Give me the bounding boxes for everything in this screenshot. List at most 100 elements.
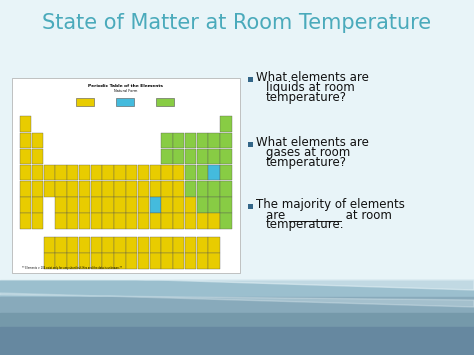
Bar xyxy=(138,213,149,229)
Bar xyxy=(79,213,90,229)
Bar xyxy=(55,181,67,197)
Bar xyxy=(197,197,208,213)
Bar xyxy=(161,181,173,197)
Bar xyxy=(114,253,126,269)
Bar xyxy=(20,132,31,148)
Bar xyxy=(79,181,90,197)
Bar xyxy=(150,237,161,253)
Bar xyxy=(32,181,43,197)
Bar xyxy=(220,132,232,148)
Bar xyxy=(138,165,149,180)
Bar xyxy=(173,149,184,164)
Bar xyxy=(67,213,79,229)
Bar xyxy=(220,165,232,180)
Bar xyxy=(197,237,208,253)
Bar xyxy=(114,197,126,213)
Bar xyxy=(91,253,102,269)
Bar xyxy=(126,181,137,197)
Bar xyxy=(209,181,220,197)
Bar xyxy=(209,237,220,253)
Bar xyxy=(209,149,220,164)
Bar xyxy=(76,98,94,106)
Text: Natural Form: Natural Form xyxy=(114,89,137,93)
Text: What elements are: What elements are xyxy=(256,71,369,84)
Bar xyxy=(185,237,196,253)
Bar xyxy=(91,165,102,180)
Bar xyxy=(102,213,114,229)
Bar xyxy=(20,116,31,132)
Bar xyxy=(161,165,173,180)
Bar xyxy=(32,132,43,148)
Bar xyxy=(161,213,173,229)
Text: liquids at room: liquids at room xyxy=(266,81,355,94)
Polygon shape xyxy=(0,275,474,290)
Bar xyxy=(185,197,196,213)
Bar xyxy=(173,253,184,269)
Bar xyxy=(91,181,102,197)
Bar xyxy=(0,280,474,355)
Bar xyxy=(114,165,126,180)
Bar xyxy=(138,253,149,269)
Bar xyxy=(20,197,31,213)
Bar xyxy=(161,197,173,213)
Bar xyxy=(20,181,31,197)
Text: gases at room: gases at room xyxy=(266,146,350,159)
Bar xyxy=(102,253,114,269)
Bar xyxy=(79,237,90,253)
Bar xyxy=(156,98,174,106)
Bar xyxy=(91,197,102,213)
Text: State of Matter at Room Temperature: State of Matter at Room Temperature xyxy=(43,13,431,33)
Bar xyxy=(161,149,173,164)
Text: What elements are: What elements are xyxy=(256,136,369,149)
Bar xyxy=(91,213,102,229)
Bar xyxy=(20,213,31,229)
Bar xyxy=(185,253,196,269)
Bar xyxy=(209,197,220,213)
Bar xyxy=(44,237,55,253)
Text: Periodic Table of the Elements: Periodic Table of the Elements xyxy=(89,84,164,88)
Bar xyxy=(173,197,184,213)
Bar xyxy=(91,237,102,253)
Bar xyxy=(102,197,114,213)
Bar xyxy=(55,213,67,229)
Bar xyxy=(126,237,137,253)
Bar xyxy=(67,237,79,253)
Bar xyxy=(79,197,90,213)
Bar xyxy=(44,253,55,269)
Bar xyxy=(185,165,196,180)
Text: temperature?: temperature? xyxy=(266,156,347,169)
Bar xyxy=(55,253,67,269)
Bar xyxy=(67,165,79,180)
Bar xyxy=(79,253,90,269)
Bar xyxy=(0,297,474,355)
Bar xyxy=(126,197,137,213)
Bar xyxy=(0,313,474,355)
Bar xyxy=(150,213,161,229)
Bar xyxy=(209,165,220,180)
Bar xyxy=(220,197,232,213)
Bar xyxy=(114,213,126,229)
Text: are _________ at room: are _________ at room xyxy=(266,208,392,221)
Bar xyxy=(248,77,253,82)
Bar xyxy=(197,149,208,164)
Bar xyxy=(116,98,134,106)
Text: temperature?: temperature? xyxy=(266,91,347,104)
Text: ** Elements > 104 exist only for very short half-lifes and the data is unknown.*: ** Elements > 104 exist only for very sh… xyxy=(22,266,122,270)
Bar xyxy=(173,213,184,229)
Bar xyxy=(197,132,208,148)
Bar xyxy=(220,181,232,197)
Bar xyxy=(173,237,184,253)
Bar xyxy=(32,149,43,164)
Bar xyxy=(220,213,232,229)
Text: temperature.: temperature. xyxy=(266,218,345,231)
Bar xyxy=(197,181,208,197)
Bar xyxy=(138,197,149,213)
Bar xyxy=(185,149,196,164)
Bar xyxy=(44,181,55,197)
Bar xyxy=(197,253,208,269)
Bar xyxy=(32,213,43,229)
Bar xyxy=(55,165,67,180)
Bar xyxy=(248,142,253,147)
Bar xyxy=(114,237,126,253)
Bar xyxy=(197,165,208,180)
